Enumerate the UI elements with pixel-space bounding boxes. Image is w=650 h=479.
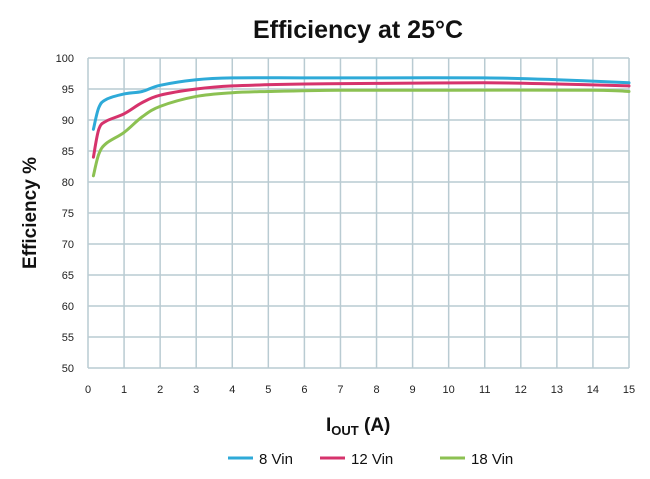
x-axis-label: IOUT (A) xyxy=(326,415,390,438)
y-tick-label: 100 xyxy=(56,53,74,65)
series-line-12-vin xyxy=(91,81,631,159)
series-lines xyxy=(91,76,631,178)
y-tick-label: 75 xyxy=(62,208,74,220)
grid xyxy=(87,57,630,369)
legend-label: 12 Vin xyxy=(351,451,393,468)
x-label-sub: OUT xyxy=(331,423,359,438)
x-tick-label: 1 xyxy=(121,384,127,396)
legend: 8 Vin 12 Vin 18 Vin xyxy=(228,451,513,468)
x-tick-label: 9 xyxy=(410,384,416,396)
y-tick-label: 90 xyxy=(62,115,74,127)
x-tick-label: 10 xyxy=(443,384,455,396)
x-tick-label: 0 xyxy=(85,384,91,396)
x-ticks: 0 1 2 3 4 5 6 7 8 9 10 11 12 13 14 15 xyxy=(85,384,635,396)
x-tick-label: 14 xyxy=(587,384,599,396)
x-tick-label: 12 xyxy=(515,384,527,396)
y-tick-label: 55 xyxy=(62,332,74,344)
x-tick-label: 7 xyxy=(337,384,343,396)
x-label-main: I xyxy=(326,415,331,436)
x-tick-label: 4 xyxy=(229,384,235,396)
y-tick-label: 65 xyxy=(62,270,74,282)
x-label-unit: (A) xyxy=(359,415,391,436)
x-tick-label: 11 xyxy=(479,384,490,396)
y-tick-label: 80 xyxy=(62,177,74,189)
y-tick-label: 85 xyxy=(62,146,74,158)
x-tick-label: 8 xyxy=(373,384,379,396)
x-tick-label: 2 xyxy=(157,384,163,396)
legend-label: 18 Vin xyxy=(471,451,513,468)
y-tick-label: 95 xyxy=(62,84,74,96)
series-line-8-vin xyxy=(91,76,631,131)
y-tick-label: 50 xyxy=(62,363,74,375)
y-tick-label: 60 xyxy=(62,301,74,313)
legend-label: 8 Vin xyxy=(259,451,293,468)
y-ticks: 50 55 60 65 70 75 80 85 90 95 100 xyxy=(56,53,74,375)
x-tick-label: 5 xyxy=(265,384,271,396)
x-tick-label: 3 xyxy=(193,384,199,396)
y-axis-label: Efficiency % xyxy=(20,157,41,269)
x-tick-label: 6 xyxy=(301,384,307,396)
series-line-18-vin xyxy=(91,88,631,178)
x-tick-label: 15 xyxy=(623,384,635,396)
x-tick-label: 13 xyxy=(551,384,563,396)
y-tick-label: 70 xyxy=(62,239,74,251)
chart-title: Efficiency at 25°C xyxy=(253,16,463,44)
